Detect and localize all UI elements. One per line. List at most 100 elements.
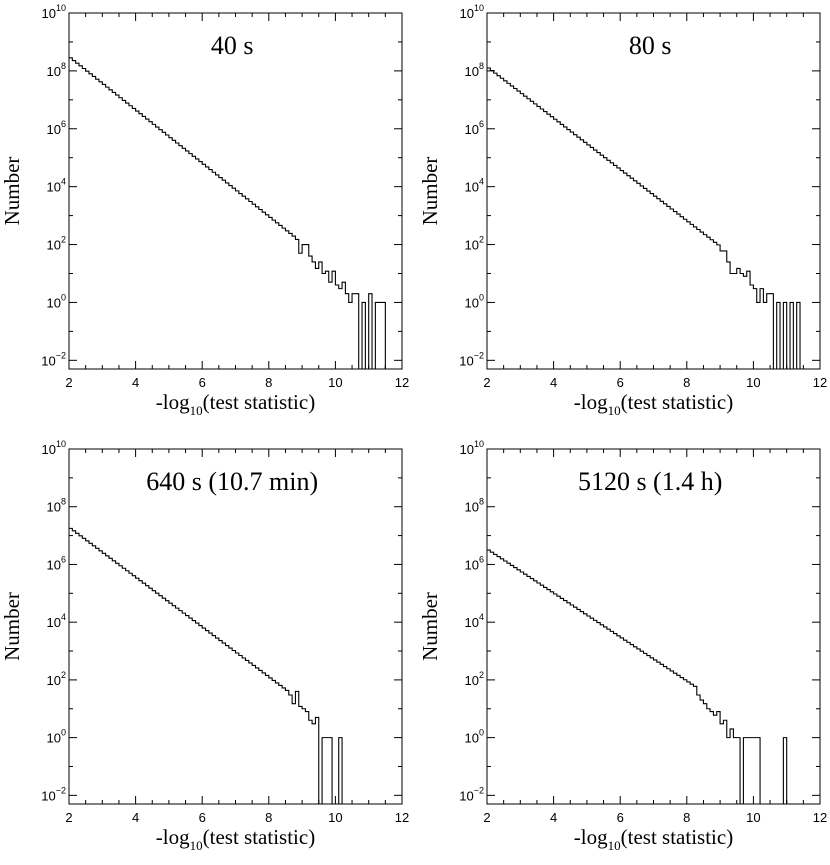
y-tick-label: 104 — [47, 177, 66, 195]
x-axis-title-prefix: -log — [574, 825, 608, 849]
x-tick-label: 12 — [395, 375, 409, 390]
x-tick-label: 4 — [550, 810, 557, 825]
y-tick-base: 10 — [42, 6, 56, 21]
y-tick-exponent: −2 — [474, 785, 484, 795]
y-tick-exponent: 6 — [61, 119, 66, 129]
y-tick-label: 102 — [47, 670, 66, 688]
y-tick-label: 108 — [465, 497, 484, 515]
y-tick-exponent: 8 — [479, 497, 484, 507]
y-tick-exponent: 2 — [61, 235, 66, 245]
y-axis-title: Number — [418, 157, 442, 226]
y-tick-base: 10 — [465, 180, 479, 195]
y-tick-base: 10 — [460, 6, 474, 21]
y-tick-label: 104 — [465, 612, 484, 630]
y-tick-base: 10 — [465, 500, 479, 515]
x-tick-label: 8 — [683, 375, 690, 390]
y-tick-label: 106 — [465, 554, 484, 572]
y-tick-base: 10 — [459, 788, 473, 803]
y-tick-base: 10 — [460, 442, 474, 457]
y-tick-exponent: 8 — [61, 497, 66, 507]
y-tick-label: 100 — [465, 728, 484, 746]
x-axis-title: -log10(test statistic) — [574, 390, 733, 418]
plot-frame — [68, 448, 403, 805]
y-tick-base: 10 — [47, 238, 61, 253]
y-tick-label: 102 — [465, 235, 484, 253]
x-tick-label: 6 — [199, 810, 206, 825]
x-axis-title-suffix: (test statistic) — [621, 390, 734, 414]
y-tick-label: 100 — [47, 292, 66, 310]
y-tick-base: 10 — [465, 731, 479, 746]
panel-title: 640 s (10.7 min) — [146, 467, 318, 496]
x-tick-label: 8 — [683, 810, 690, 825]
y-tick-label: 10−2 — [41, 785, 66, 803]
x-tick-label: 8 — [265, 810, 272, 825]
y-tick-base: 10 — [459, 353, 473, 368]
x-tick-label: 2 — [65, 810, 72, 825]
y-tick-label: 102 — [47, 235, 66, 253]
histogram-step-line — [487, 549, 791, 805]
plot-frame — [486, 448, 821, 805]
y-tick-label: 1010 — [42, 3, 66, 21]
x-tick-label: 10 — [328, 375, 342, 390]
y-tick-label: 10−2 — [459, 785, 484, 803]
y-tick-exponent: 10 — [56, 3, 66, 13]
x-axis-title-suffix: (test statistic) — [621, 825, 734, 849]
y-tick-label: 10−2 — [41, 350, 66, 368]
y-tick-exponent: 6 — [479, 119, 484, 129]
y-tick-label: 1010 — [42, 439, 66, 457]
histogram-step-line — [69, 57, 386, 370]
x-tick-label: 4 — [550, 375, 557, 390]
y-tick-label: 106 — [47, 119, 66, 137]
y-axis-title: Number — [0, 157, 24, 226]
y-tick-base: 10 — [465, 557, 479, 572]
x-axis-title: -log10(test statistic) — [156, 390, 315, 418]
x-tick-label: 6 — [199, 375, 206, 390]
y-tick-label: 106 — [465, 119, 484, 137]
y-tick-exponent: 4 — [61, 177, 66, 187]
y-tick-label: 108 — [47, 61, 66, 79]
x-tick-label: 2 — [483, 375, 490, 390]
y-tick-label: 108 — [47, 497, 66, 515]
y-tick-exponent: −2 — [56, 350, 66, 360]
y-tick-exponent: 6 — [61, 554, 66, 564]
x-tick-label: 6 — [617, 810, 624, 825]
y-tick-exponent: 8 — [479, 61, 484, 71]
x-tick-label: 4 — [132, 810, 139, 825]
x-tick-label: 10 — [746, 375, 760, 390]
y-tick-base: 10 — [465, 64, 479, 79]
y-tick-exponent: 6 — [479, 554, 484, 564]
y-tick-base: 10 — [47, 180, 61, 195]
y-tick-exponent: 10 — [56, 439, 66, 449]
x-axis-title-subscript: 10 — [608, 403, 621, 418]
y-tick-exponent: 8 — [61, 61, 66, 71]
x-axis-title-prefix: -log — [156, 390, 190, 414]
y-tick-label: 100 — [47, 728, 66, 746]
x-axis-title: -log10(test statistic) — [156, 825, 315, 853]
y-tick-exponent: 0 — [61, 292, 66, 302]
y-tick-base: 10 — [465, 615, 479, 630]
y-tick-exponent: 0 — [61, 728, 66, 738]
y-tick-exponent: 4 — [479, 612, 484, 622]
x-tick-label: 2 — [65, 375, 72, 390]
y-tick-label: 100 — [465, 292, 484, 310]
x-tick-label: 8 — [265, 375, 272, 390]
x-tick-label: 4 — [132, 375, 139, 390]
y-tick-exponent: −2 — [474, 350, 484, 360]
y-tick-exponent: 4 — [479, 177, 484, 187]
y-tick-base: 10 — [47, 731, 61, 746]
panel-title: 80 s — [629, 31, 672, 60]
y-tick-label: 1010 — [460, 439, 484, 457]
y-tick-exponent: 10 — [474, 3, 484, 13]
y-tick-label: 102 — [465, 670, 484, 688]
x-tick-label: 6 — [617, 375, 624, 390]
x-tick-label: 2 — [483, 810, 490, 825]
y-tick-base: 10 — [47, 615, 61, 630]
y-tick-base: 10 — [47, 500, 61, 515]
x-axis-title-suffix: (test statistic) — [203, 390, 316, 414]
y-tick-base: 10 — [42, 442, 56, 457]
x-axis-title-suffix: (test statistic) — [203, 825, 316, 849]
